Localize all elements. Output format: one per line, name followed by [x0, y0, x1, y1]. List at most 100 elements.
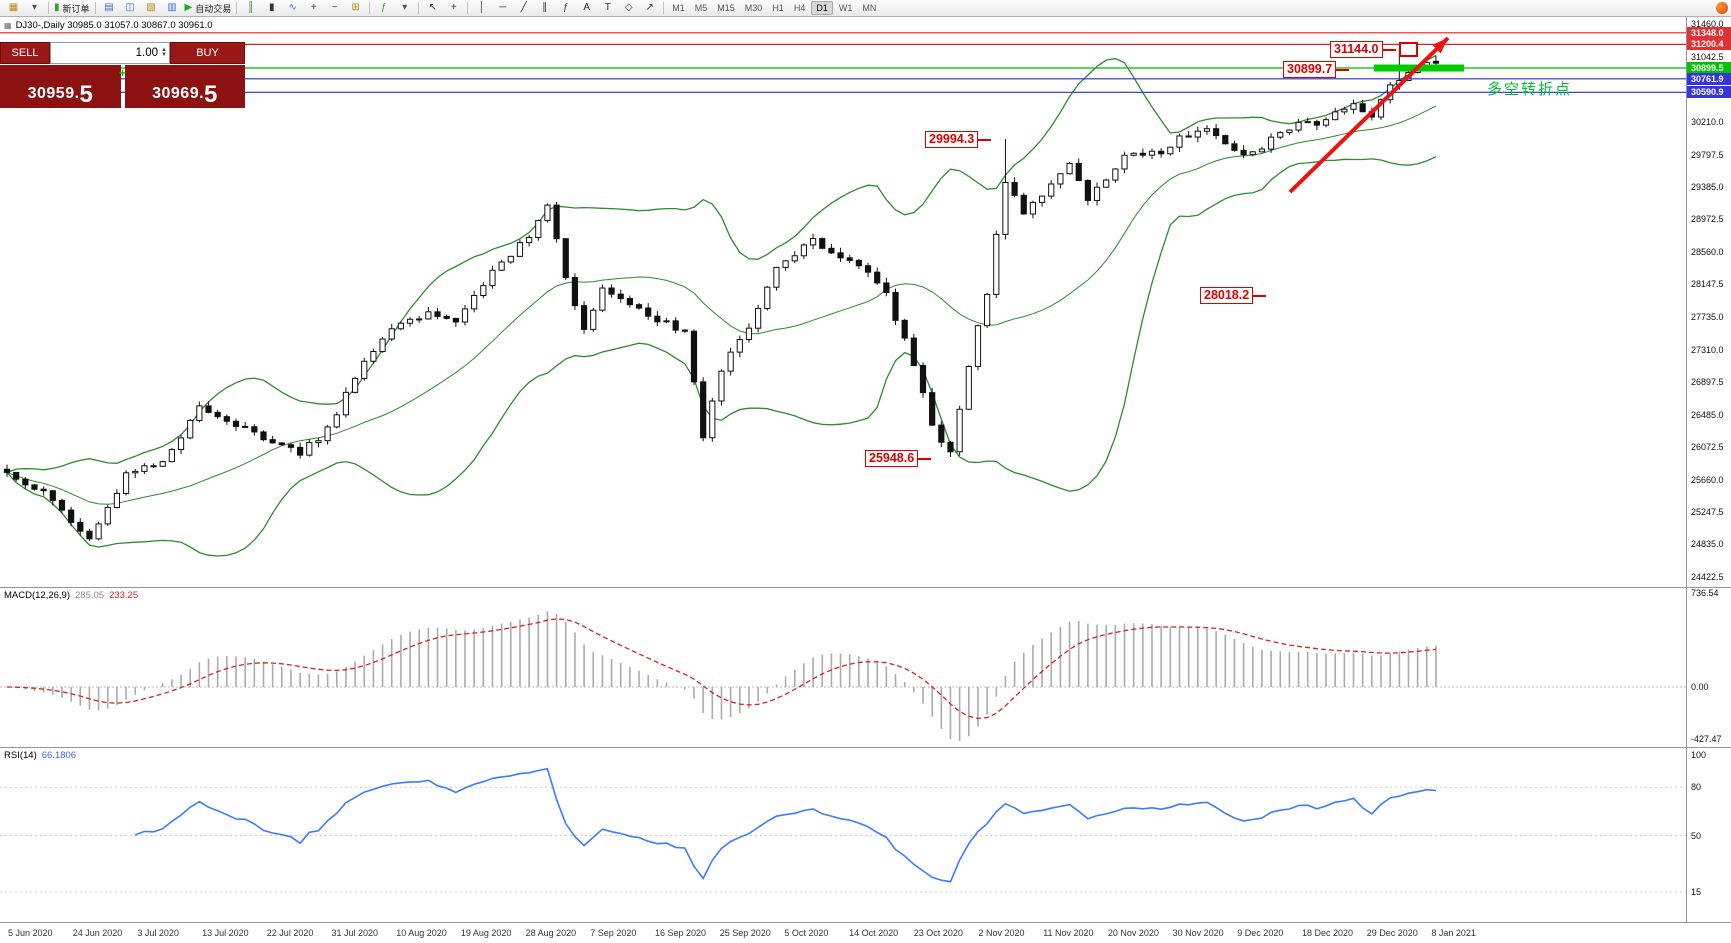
- arrows-icon: ↗: [645, 2, 654, 13]
- new-order-button: ▮: [54, 2, 60, 13]
- price-tick: 26485.0: [1691, 409, 1724, 420]
- channel-icon[interactable]: ∥: [534, 1, 555, 16]
- buy-price-display[interactable]: 30969. 5: [124, 65, 245, 108]
- macd-rsi-separator[interactable]: [0, 747, 1731, 748]
- volume-input[interactable]: 1.00 ▲ ▼: [50, 42, 170, 64]
- date-label: 30 Nov 2020: [1172, 928, 1224, 938]
- price-badge: 31200.4: [1687, 38, 1731, 51]
- date-label: 7 Sep 2020: [590, 928, 637, 938]
- market-watch-icon: ▤: [104, 2, 114, 13]
- price-annotation-label[interactable]: 28018.2: [1200, 287, 1254, 304]
- cursor-icon[interactable]: ↖: [422, 1, 443, 16]
- indicators-dropdown-icon[interactable]: ▾: [394, 1, 415, 16]
- date-label: 18 Dec 2020: [1302, 928, 1354, 938]
- timeframe-m5-button[interactable]: M5: [694, 3, 708, 13]
- time-axis[interactable]: 5 Jun 2020 24 Jun 2020 3 Jul 2020 13 Jul 20…: [0, 923, 1731, 943]
- price-annotation[interactable]: 29994.3: [925, 131, 992, 148]
- price-tick: 30210.0: [1691, 117, 1724, 128]
- vertical-line-icon[interactable]: │: [471, 1, 492, 16]
- candlestick-chart-icon: ▮: [268, 2, 275, 13]
- macd-main-value: 285.05: [75, 590, 105, 601]
- trendline-icon[interactable]: ╱: [513, 1, 534, 16]
- terminal-icon: ▥: [167, 2, 177, 13]
- indicator-scale-tick: 15: [1691, 887, 1702, 897]
- shapes-icon[interactable]: ◇: [618, 1, 639, 16]
- data-window-icon[interactable]: ◫: [120, 1, 141, 16]
- buy-button[interactable]: BUY: [170, 42, 245, 64]
- label-icon[interactable]: T: [597, 1, 618, 16]
- tile-windows-icon: ⊞: [351, 2, 360, 13]
- timeframe-w1-button[interactable]: W1: [838, 3, 853, 13]
- price-annotation[interactable]: 31144.0: [1330, 41, 1418, 58]
- rsi-timeaxis-separator: [0, 922, 1731, 923]
- sell-price-display[interactable]: 30959. 5: [0, 65, 121, 108]
- price-tick: 29797.5: [1691, 149, 1724, 160]
- toolbar-separator: [467, 2, 469, 14]
- indicator-scale-tick: 100: [1691, 750, 1707, 760]
- terminal-icon[interactable]: ▥: [162, 1, 183, 16]
- price-annotation[interactable]: 25948.6: [865, 450, 932, 467]
- chart-dropdown-icon[interactable]: ▾: [24, 1, 45, 16]
- trend-note-text[interactable]: 多空转折点: [1487, 81, 1573, 98]
- toolbar-separator: [663, 2, 665, 14]
- price-scale[interactable]: 31460.0 31042.5 30210.0 29797.5 29385.0 28972…: [1686, 17, 1731, 923]
- annotation-tail: [1382, 48, 1396, 51]
- line-chart-icon[interactable]: ∿: [282, 1, 303, 16]
- price-annotation-label[interactable]: 30899.7: [1283, 61, 1337, 78]
- new-order-button[interactable]: ▮ 新订单: [52, 1, 92, 16]
- indicator-scale-tick: -427.47: [1691, 734, 1722, 744]
- crosshair-icon[interactable]: +: [443, 1, 464, 16]
- volume-down-button[interactable]: ▼: [161, 52, 167, 58]
- date-label: 23 Oct 2020: [913, 928, 963, 938]
- market-watch-icon[interactable]: ▤: [99, 1, 120, 16]
- bar-chart-icon: ║: [247, 2, 255, 13]
- notification-icon[interactable]: [1716, 2, 1728, 14]
- zoom-out-icon[interactable]: −: [324, 1, 345, 16]
- autotrading-button[interactable]: ▶ 自动交易: [183, 1, 234, 16]
- chart-ohlc-header: ▦ DJ30-,Daily 30985.0 31057.0 30867.0 30…: [4, 20, 213, 31]
- timeframe-h4-button[interactable]: H4: [793, 3, 806, 13]
- date-label: 24 Jun 2020: [72, 928, 123, 938]
- label-icon: T: [604, 2, 611, 13]
- chart-macd-separator[interactable]: [0, 587, 1731, 588]
- text-icon[interactable]: A: [576, 1, 597, 16]
- timeframe-h1-button[interactable]: H1: [772, 3, 784, 13]
- timeframe-mn-button[interactable]: MN: [862, 3, 877, 13]
- price-tick: 31460.0: [1691, 19, 1724, 29]
- zoom-in-icon[interactable]: +: [303, 1, 324, 16]
- volume-up-button[interactable]: ▲: [161, 47, 167, 53]
- chart-window-icon[interactable]: ▦: [3, 1, 24, 16]
- date-label: 16 Sep 2020: [655, 928, 707, 938]
- annotation-box-marker[interactable]: [1398, 42, 1418, 57]
- data-window-icon: ◫: [125, 2, 135, 13]
- indicators-icon[interactable]: ƒ: [373, 1, 394, 16]
- timeframe-m30-button[interactable]: M30: [744, 3, 763, 13]
- date-label: 19 Aug 2020: [460, 928, 512, 938]
- timeframe-d1-button[interactable]: D1: [811, 1, 833, 15]
- support-segment[interactable]: [1374, 64, 1464, 72]
- bar-chart-icon[interactable]: ║: [240, 1, 261, 16]
- date-label: 2 Nov 2020: [978, 928, 1025, 938]
- horizontal-line-icon[interactable]: ─: [492, 1, 513, 16]
- price-badge: 30761.9: [1687, 72, 1731, 85]
- price-annotation-label[interactable]: 31144.0: [1330, 41, 1383, 58]
- arrows-icon[interactable]: ↗: [639, 1, 660, 16]
- annotation-tail: [978, 138, 992, 141]
- price-annotation[interactable]: 28018.2: [1200, 287, 1267, 304]
- timeframe-m1-button[interactable]: M1: [672, 3, 685, 13]
- navigator-icon[interactable]: ▧: [141, 1, 162, 16]
- price-tick: 28560.0: [1691, 246, 1724, 257]
- bollinger-bands-layer: [6, 54, 1437, 557]
- tile-windows-icon[interactable]: ⊞: [345, 1, 366, 16]
- price-annotation[interactable]: 30899.7: [1283, 61, 1350, 78]
- sell-button[interactable]: SELL: [0, 42, 50, 64]
- annotation-tail: [1336, 68, 1350, 71]
- macd-indicator-label: MACD(12,26,9) 285.05 233.25: [4, 590, 139, 601]
- timeframe-m15-button[interactable]: M15: [717, 3, 735, 13]
- rsi-layer: [0, 767, 1686, 893]
- candlestick-chart-icon[interactable]: ▮: [261, 1, 282, 16]
- date-label: 9 Dec 2020: [1237, 928, 1284, 938]
- fibonacci-icon[interactable]: ƒ: [555, 1, 576, 16]
- price-annotation-label[interactable]: 25948.6: [865, 450, 919, 467]
- price-annotation-label[interactable]: 29994.3: [925, 131, 979, 148]
